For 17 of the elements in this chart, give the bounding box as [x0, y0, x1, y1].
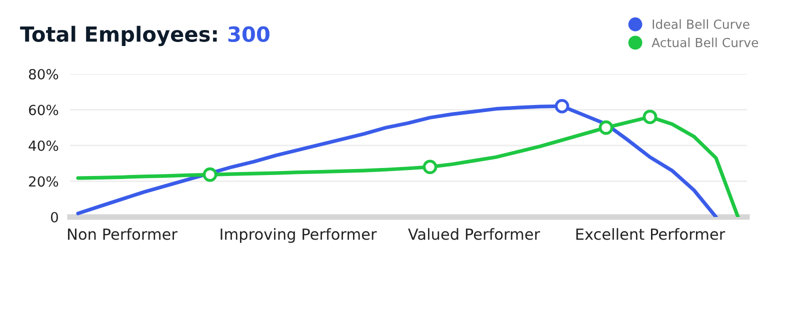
point — [598, 120, 614, 135]
legend-label: Ideal Bell Curve — [652, 19, 750, 29]
point — [422, 160, 438, 174]
legend-label: Actual Bell Curve — [652, 38, 758, 48]
point — [642, 110, 658, 124]
x-tick-label: Non Performer — [68, 228, 178, 240]
y-tick-label: 20% — [29, 176, 58, 187]
y-tick-label: 40% — [28, 140, 58, 151]
y-tick-label: 80% — [28, 68, 58, 80]
x-tick-label: Excellent Performer — [576, 228, 726, 240]
y-tick-label: 0 — [50, 212, 58, 222]
point — [202, 167, 218, 182]
x-tick-label: Valued Performer — [408, 228, 540, 240]
x-tick-label: Improving Performer — [220, 228, 377, 243]
y-tick-label: 60% — [28, 104, 58, 116]
point — [554, 98, 570, 114]
chart-title: Total Employees: 300 — [20, 26, 270, 46]
